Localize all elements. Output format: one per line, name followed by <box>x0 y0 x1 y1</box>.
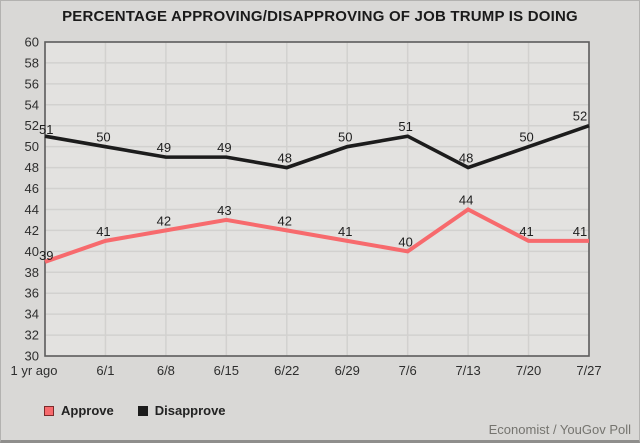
y-tick-label: 34 <box>25 307 39 322</box>
data-label-disapprove: 48 <box>459 151 473 166</box>
legend: Approve Disapprove <box>44 403 226 418</box>
plot-border <box>44 41 590 357</box>
data-label-disapprove: 50 <box>519 130 533 145</box>
data-label-disapprove: 51 <box>39 122 53 137</box>
data-label-approve: 41 <box>338 224 352 239</box>
y-tick-label: 50 <box>25 139 39 154</box>
data-label-disapprove: 50 <box>338 130 352 145</box>
x-tick-label: 6/22 <box>274 363 299 378</box>
approve-swatch-icon <box>44 405 54 416</box>
y-tick-label: 36 <box>25 286 39 301</box>
data-label-approve: 42 <box>157 213 171 228</box>
data-label-approve: 44 <box>459 192 473 207</box>
x-tick-label: 7/20 <box>516 363 541 378</box>
series-line-approve <box>44 207 589 264</box>
y-tick-label: 58 <box>25 55 39 70</box>
y-tick-label: 48 <box>25 160 39 175</box>
data-label-disapprove: 48 <box>278 151 292 166</box>
legend-item-approve: Approve <box>44 403 114 418</box>
legend-item-disapprove: Disapprove <box>137 403 226 418</box>
y-tick-label: 52 <box>25 118 39 133</box>
y-tick-label: 56 <box>25 76 39 91</box>
line-chart: 30 32 34 36 38 40 42 44 46 48 50 52 54 56 58 60 1 yr ago… <box>11 35 602 379</box>
chart-title: PERCENTAGE APPROVING/DISAPPROVING OF JOB… <box>62 8 578 25</box>
data-label-disapprove: 49 <box>157 140 171 155</box>
data-label-disapprove: 50 <box>96 130 110 145</box>
x-tick-label: 1 yr ago <box>11 363 58 378</box>
data-label-disapprove: 49 <box>217 140 231 155</box>
x-tick-label: 7/13 <box>455 363 480 378</box>
data-label-disapprove: 52 <box>573 109 587 124</box>
legend-label-approve: Approve <box>61 403 114 418</box>
data-label-approve: 42 <box>278 213 292 228</box>
data-label-approve: 41 <box>96 224 110 239</box>
y-tick-label: 42 <box>25 223 39 238</box>
data-label-approve: 40 <box>398 234 412 249</box>
y-tick-label: 46 <box>25 181 39 196</box>
x-tick-label: 6/15 <box>214 363 239 378</box>
y-tick-label: 38 <box>25 265 39 280</box>
legend-label-disapprove: Disapprove <box>154 403 226 418</box>
x-tick-label: 7/6 <box>399 363 417 378</box>
y-tick-label: 44 <box>25 202 39 217</box>
data-label-approve: 41 <box>519 224 533 239</box>
y-tick-label: 32 <box>25 328 39 343</box>
y-tick-label: 54 <box>25 97 39 112</box>
x-tick-label: 7/27 <box>576 363 601 378</box>
data-label-disapprove: 51 <box>398 119 412 134</box>
y-tick-label: 60 <box>25 35 39 50</box>
disapprove-swatch-icon <box>137 405 148 416</box>
data-label-approve: 43 <box>217 203 231 218</box>
x-tick-label: 6/29 <box>335 363 360 378</box>
plot-area <box>45 42 589 356</box>
data-label-approve: 39 <box>39 248 53 263</box>
x-tick-label: 6/1 <box>96 363 114 378</box>
y-tick-label: 40 <box>25 244 39 259</box>
source-attribution: Economist / YouGov Poll <box>488 422 631 437</box>
x-tick-label: 6/8 <box>157 363 175 378</box>
data-label-approve: 41 <box>573 224 587 239</box>
series-line-disapprove <box>44 124 590 170</box>
y-tick-label: 30 <box>25 349 39 364</box>
